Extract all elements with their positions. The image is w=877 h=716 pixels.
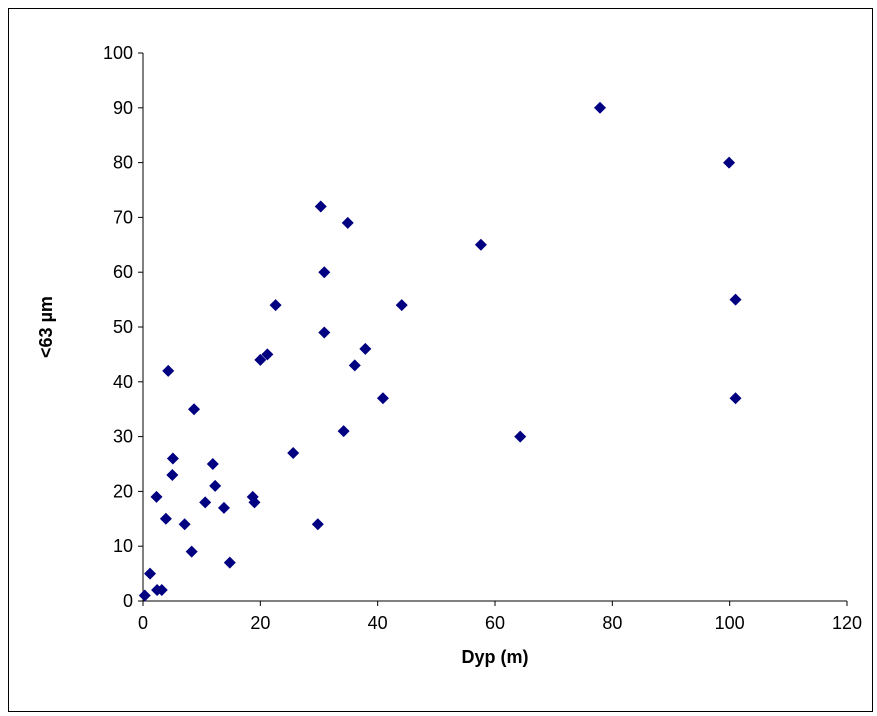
data-point	[254, 353, 267, 366]
data-point	[162, 364, 175, 377]
y-ticks: 0 10 20 30 40 50 60 70 80 90 100	[103, 43, 143, 611]
data-point	[594, 101, 607, 114]
x-tick-label: 40	[368, 613, 388, 633]
data-point	[395, 299, 408, 312]
x-tick-label: 120	[832, 613, 862, 633]
y-tick-label: 70	[113, 207, 133, 227]
x-tick-label: 0	[138, 613, 148, 633]
y-tick-label: 100	[103, 43, 133, 63]
data-point	[178, 518, 191, 531]
data-point	[188, 403, 201, 416]
data-point	[723, 156, 736, 169]
data-point	[318, 266, 331, 279]
data-point	[223, 556, 236, 569]
data-point	[150, 490, 163, 503]
data-point	[341, 216, 354, 229]
data-point	[318, 326, 331, 339]
data-point	[217, 501, 230, 514]
data-point	[166, 452, 179, 465]
data-point	[138, 589, 151, 602]
data-point	[185, 545, 198, 558]
data-point	[729, 293, 742, 306]
data-point	[166, 468, 179, 481]
data-point	[474, 238, 487, 251]
data-point	[248, 496, 261, 509]
y-tick-label: 50	[113, 317, 133, 337]
data-point	[514, 430, 527, 443]
data-point	[729, 392, 742, 405]
y-tick-label: 30	[113, 427, 133, 447]
y-tick-label: 60	[113, 262, 133, 282]
data-point	[348, 359, 361, 372]
y-tick-label: 90	[113, 98, 133, 118]
data-point	[287, 447, 300, 460]
data-point	[269, 299, 282, 312]
x-axis-title: Dyp (m)	[462, 647, 529, 667]
y-tick-label: 10	[113, 536, 133, 556]
data-point	[337, 425, 350, 438]
y-tick-label: 0	[123, 591, 133, 611]
data-point	[311, 518, 324, 531]
x-tick-label: 100	[715, 613, 745, 633]
data-point	[144, 567, 157, 580]
data-point	[159, 512, 172, 525]
data-point	[199, 496, 212, 509]
y-axis-title: <63 µm	[36, 296, 56, 358]
y-tick-label: 80	[113, 153, 133, 173]
y-tick-label: 40	[113, 372, 133, 392]
y-tick-label: 20	[113, 481, 133, 501]
x-ticks: 0 20 40 60 80 100 120	[138, 601, 862, 633]
data-point	[206, 458, 219, 470]
x-tick-label: 80	[602, 613, 622, 633]
data-point	[155, 584, 168, 597]
data-points	[138, 101, 742, 602]
x-tick-label: 20	[250, 613, 270, 633]
data-point	[376, 392, 389, 405]
data-point	[359, 342, 372, 355]
axes	[142, 53, 847, 602]
data-point	[314, 200, 327, 213]
data-point	[209, 479, 222, 492]
x-tick-label: 60	[485, 613, 505, 633]
chart-frame	[8, 8, 873, 712]
data-point	[261, 348, 274, 361]
